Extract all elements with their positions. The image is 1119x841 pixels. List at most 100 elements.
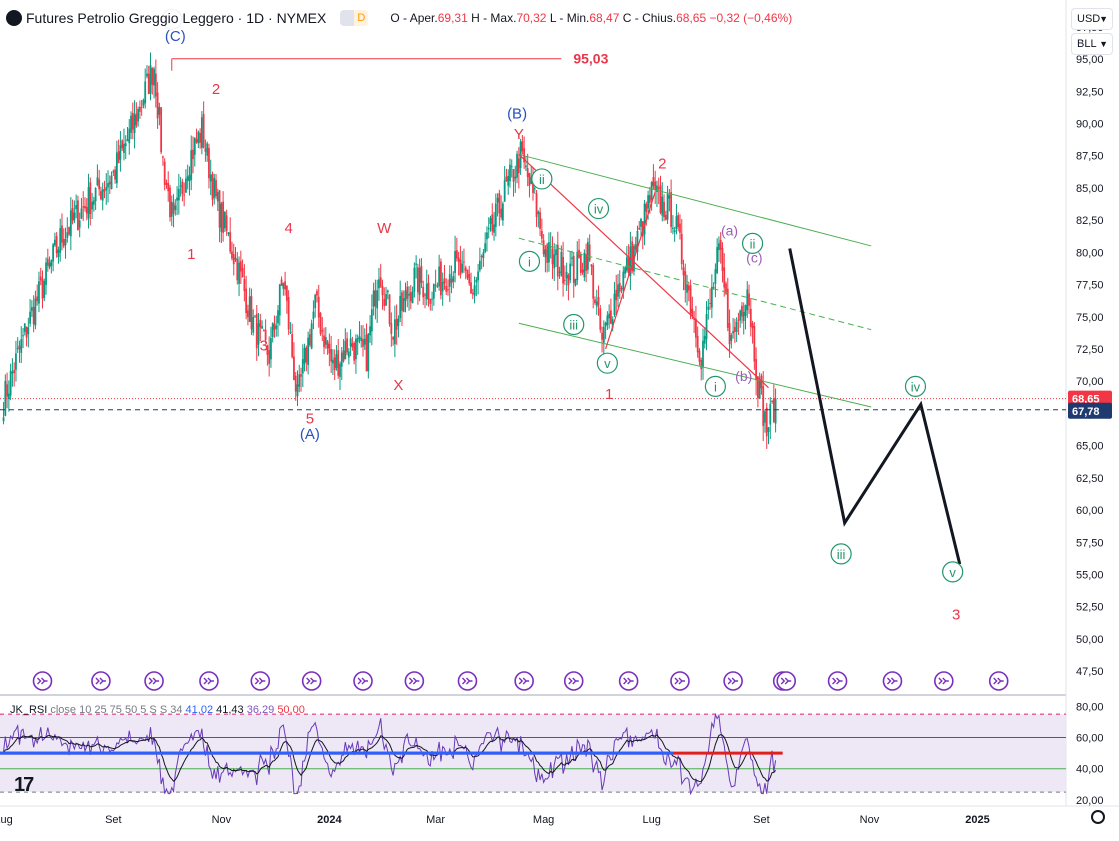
candle-body <box>248 296 251 322</box>
price-tick-label: 50,00 <box>1076 634 1104 646</box>
time-axis: Lug Set Nov 2024 Mar Mag Lug Set Nov 2025 <box>0 814 990 826</box>
candle-body <box>163 161 166 185</box>
marker-glyph <box>568 677 579 685</box>
candle-body <box>71 208 74 221</box>
candle <box>606 311 609 330</box>
candle-body <box>507 175 510 186</box>
price-tick-label: 47,50 <box>1076 666 1104 678</box>
candle <box>471 288 474 300</box>
price-tick-label: 75,00 <box>1076 312 1104 324</box>
candle-body <box>643 203 646 235</box>
time-tick-label: 2025 <box>965 814 989 826</box>
candle-body <box>287 297 290 330</box>
candle <box>176 186 178 216</box>
candle <box>160 107 163 155</box>
wave-label-red: 1 <box>605 386 613 403</box>
candle-body <box>572 256 575 283</box>
candle-body <box>540 230 543 239</box>
candle-body <box>62 238 65 247</box>
candle <box>225 209 228 236</box>
candle <box>78 212 81 238</box>
double-chevron-circle-icon <box>144 671 164 691</box>
candle-body <box>648 195 651 203</box>
candle <box>344 328 347 360</box>
candle-body <box>700 359 703 370</box>
candle-body <box>450 278 453 283</box>
candle-body <box>48 262 51 268</box>
candle <box>686 274 688 306</box>
gear-icon[interactable] <box>1091 810 1105 824</box>
candle-body <box>388 294 391 324</box>
candle-body <box>585 254 588 272</box>
candle-body <box>245 288 248 314</box>
candle-body <box>650 182 653 200</box>
badge-delayed[interactable]: D <box>354 10 369 26</box>
candle-body <box>512 169 515 182</box>
candle <box>71 199 74 225</box>
candle-body <box>192 149 194 160</box>
candle-body <box>202 114 205 148</box>
ohlc-low-label: L - Min. <box>549 11 590 25</box>
candle <box>533 186 536 194</box>
rsi-value-1: 41,02 <box>185 704 214 716</box>
candle-body <box>413 267 416 292</box>
candle <box>634 236 637 254</box>
candle <box>755 347 758 396</box>
candle-body <box>677 215 680 228</box>
candle <box>468 265 471 286</box>
symbol-title[interactable]: Futures Petrolio Greggio Leggero · 1D · … <box>26 10 327 26</box>
unit-select[interactable]: BLL ▼ <box>1071 33 1113 55</box>
candle <box>455 237 458 262</box>
rsi-line <box>3 712 777 796</box>
currency-select[interactable]: USD ▼ <box>1071 8 1113 30</box>
candle <box>50 259 53 274</box>
candle <box>238 256 240 297</box>
candle-body <box>289 331 292 333</box>
candle-body <box>385 293 387 306</box>
candle-body <box>291 333 294 358</box>
candle-body <box>135 113 138 126</box>
candle-body <box>330 349 333 362</box>
candle-body <box>6 384 8 397</box>
candle <box>385 286 387 307</box>
candle-body <box>463 261 465 263</box>
wave-label-circled-green-ring <box>942 561 964 583</box>
candle <box>293 342 295 381</box>
rsi-legend[interactable]: JK_RSI close 10 25 75 50 5 S S 34 41,02 … <box>10 704 305 716</box>
double-chevron-circle-icon <box>32 671 53 691</box>
candle-body <box>454 251 456 273</box>
price-tick-label: 85,00 <box>1076 183 1104 195</box>
candle-body <box>209 174 212 182</box>
candle-body <box>693 318 696 321</box>
candle-body <box>556 244 559 277</box>
marker-glyph <box>780 677 792 685</box>
candle <box>289 321 292 334</box>
candle <box>142 98 145 109</box>
candle-body <box>284 281 286 290</box>
candle-body <box>268 350 271 364</box>
candle-body <box>254 316 256 318</box>
candle <box>307 331 310 375</box>
candle-body <box>703 335 706 344</box>
candle-body <box>218 190 221 228</box>
candle <box>9 363 12 401</box>
candle-body <box>466 269 469 278</box>
candle <box>695 305 697 348</box>
candle-body <box>183 194 186 196</box>
candle-body <box>247 310 249 317</box>
candle-body <box>480 255 483 257</box>
status-badges: D <box>340 10 369 26</box>
candle-body <box>321 330 324 332</box>
tradingview-logo-icon[interactable]: 17 <box>14 774 34 796</box>
candle <box>94 187 97 211</box>
price-tick-label: 65,00 <box>1076 441 1104 453</box>
candle-body <box>186 176 189 181</box>
candle <box>703 327 706 349</box>
candle-body <box>397 318 400 327</box>
candle-body <box>378 279 380 289</box>
candle-body <box>114 169 116 180</box>
double-chevron-circle-icon <box>723 671 743 691</box>
candle-body <box>222 201 225 233</box>
marker-ring <box>882 671 903 691</box>
